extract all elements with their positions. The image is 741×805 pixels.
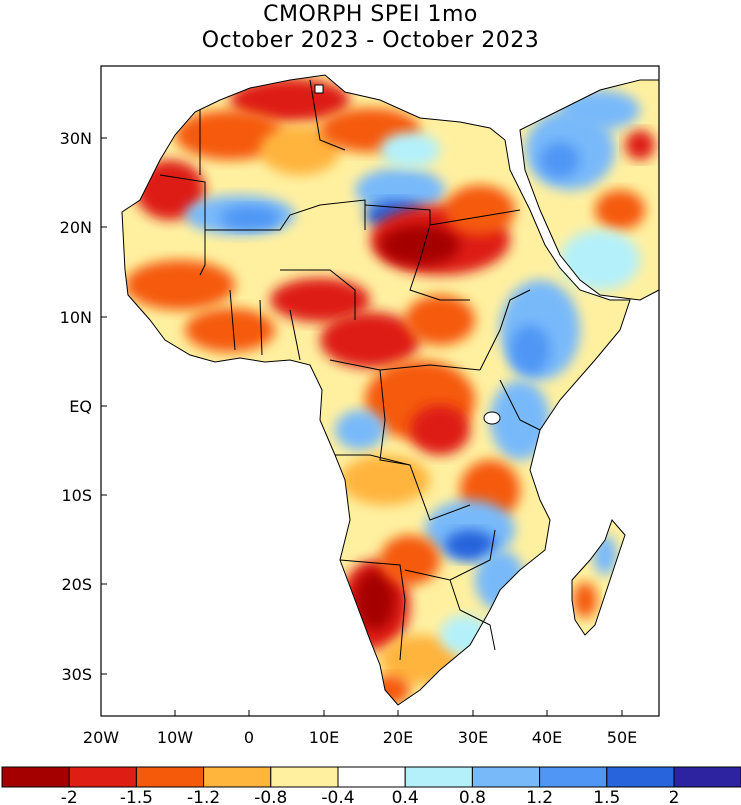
legend-label: 1.5 xyxy=(593,788,620,805)
lon-label: 0 xyxy=(244,728,254,747)
legend-swatch xyxy=(337,766,406,788)
legend-swatch xyxy=(471,766,541,788)
legend-label: -0.8 xyxy=(254,788,287,805)
lake-victoria xyxy=(483,411,501,425)
lon-label: 10W xyxy=(157,728,193,747)
map-title: CMORPH SPEI 1mo xyxy=(263,2,478,27)
anomaly-region xyxy=(125,260,235,310)
anomaly-region xyxy=(355,168,445,212)
anomaly-region xyxy=(185,308,275,352)
anomaly-region xyxy=(380,225,460,265)
anomaly-region xyxy=(335,410,385,450)
plot-frame xyxy=(100,65,660,717)
lon-label: 20W xyxy=(83,728,119,747)
anomaly-region xyxy=(380,132,440,168)
legend-swatch xyxy=(1,766,70,788)
legend-swatch xyxy=(404,766,473,788)
legend-label: 0.8 xyxy=(459,788,486,805)
legend-label: -1.5 xyxy=(120,788,153,805)
anomaly-region xyxy=(320,312,420,368)
legend-label: -0.4 xyxy=(321,788,354,805)
anomaly-region xyxy=(445,530,495,560)
lon-label: 20E xyxy=(383,728,413,747)
anomaly-region xyxy=(340,455,430,505)
lat-label: EQ xyxy=(69,397,92,416)
legend-swatch xyxy=(270,766,339,788)
legend-swatch xyxy=(203,766,272,788)
anomaly-region xyxy=(175,110,285,160)
anomaly-region xyxy=(410,405,470,455)
color-legend: -2 -1.5 -1.2 -0.8 -0.4 0.4 0.8 1.2 1.5 2 xyxy=(1,766,741,805)
anomaly-region xyxy=(595,190,645,230)
lat-label: 30N xyxy=(60,129,92,148)
lon-label: 50E xyxy=(607,728,637,747)
legend-swatch xyxy=(673,766,741,788)
anomaly-region xyxy=(540,142,580,178)
anomaly-region xyxy=(445,185,515,235)
anomaly-region xyxy=(355,570,395,630)
anomaly-region xyxy=(573,582,597,618)
spei-anomaly-blobs xyxy=(125,78,655,705)
legend-swatch xyxy=(68,766,137,788)
lat-label: 10S xyxy=(61,486,92,505)
spei-map: 30N 20N 10N EQ 10S 20S 30S 20W 10W 0 10E 20E 30E 40E… xyxy=(60,65,660,747)
anomaly-region xyxy=(270,278,370,322)
lat-label: 30S xyxy=(61,665,92,684)
map-date-range: October 2023 - October 2023 xyxy=(201,28,540,53)
anomaly-region xyxy=(625,130,655,160)
anomaly-region xyxy=(510,325,550,375)
lon-label: 40E xyxy=(532,728,562,747)
legend-label: -1.2 xyxy=(187,788,220,805)
anomaly-region xyxy=(220,206,280,230)
lat-label: 10N xyxy=(60,308,92,327)
station-marker xyxy=(314,84,324,94)
legend-swatch xyxy=(539,766,608,788)
longitude-axis: 20W 10W 0 10E 20E 30E 40E 50E xyxy=(83,710,637,747)
legend-label: 1.2 xyxy=(526,788,553,805)
legend-swatch xyxy=(135,766,205,788)
lat-label: 20S xyxy=(61,575,92,594)
lat-label: 20N xyxy=(60,218,92,237)
coastlines-borders xyxy=(121,74,659,706)
anomaly-region xyxy=(405,295,475,345)
anomaly-region xyxy=(380,535,440,585)
latitude-axis: 30N 20N 10N EQ 10S 20S 30S xyxy=(60,129,107,684)
lon-label: 30E xyxy=(458,728,488,747)
anomaly-region xyxy=(560,230,640,290)
lon-label: 10E xyxy=(309,728,339,747)
legend-label: 2 xyxy=(669,788,680,805)
legend-label: -2 xyxy=(61,788,78,805)
legend-swatch xyxy=(606,766,675,788)
legend-label: 0.4 xyxy=(392,788,419,805)
